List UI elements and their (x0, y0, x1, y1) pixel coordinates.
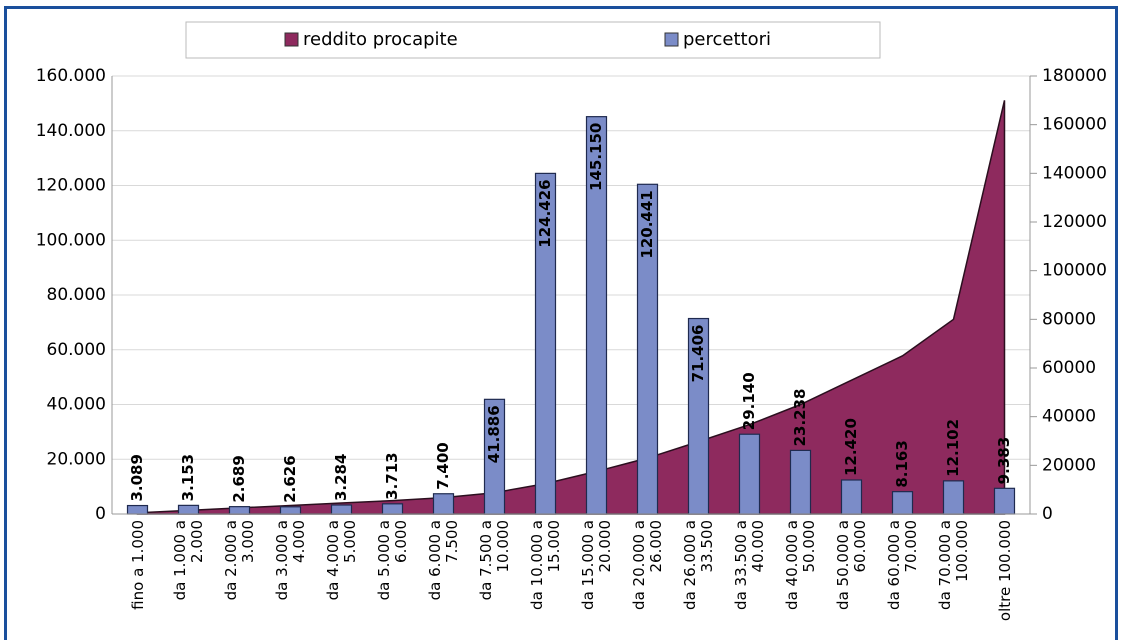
y-tick-label: 60.000 (47, 340, 106, 360)
bar (840, 479, 863, 515)
bar (330, 504, 353, 515)
bar (432, 493, 455, 515)
legend-label: reddito procapite (303, 29, 458, 50)
y-tick-label: 80.000 (47, 285, 106, 305)
x-tick-label: da 26.000 a 33.500 (680, 520, 716, 610)
bar (381, 503, 404, 515)
y2-tick-label: 120000 (1042, 212, 1107, 232)
value-label: 3.713 (383, 452, 401, 499)
x-tick-label: da 7.500 a 10.000 (476, 520, 512, 601)
value-label: 23.238 (791, 388, 809, 446)
bar (738, 433, 761, 515)
y-tick-label: 20.000 (47, 449, 106, 469)
y2-tick-label: 100000 (1042, 261, 1107, 281)
x-tick-label: da 33.500 a 40.000 (731, 520, 767, 610)
x-tick-label: oltre 100.000 (995, 520, 1013, 622)
value-label: 2.626 (281, 455, 299, 502)
value-label: 7.400 (434, 442, 452, 489)
y2-tick-label: 160000 (1042, 115, 1107, 135)
bar (126, 504, 149, 515)
x-tick-label: da 15.000 a 20.000 (578, 520, 614, 610)
bar (891, 491, 914, 515)
x-tick-label: da 4.000 a 5.000 (323, 520, 359, 601)
y2-tick-label: 60000 (1042, 358, 1096, 378)
value-label: 120.441 (638, 190, 656, 258)
value-label: 12.420 (842, 418, 860, 476)
bar (279, 506, 302, 515)
y-tick-label: 140.000 (36, 121, 106, 141)
x-tick-label: da 40.000 a 50.000 (782, 520, 818, 610)
y2-tick-label: 40000 (1042, 407, 1096, 427)
x-tick-label: da 3.000 a 4.000 (272, 520, 308, 601)
y2-tick-label: 140000 (1042, 163, 1107, 183)
value-label: 124.426 (536, 179, 554, 247)
y-tick-label: 160.000 (36, 66, 106, 86)
legend-box (185, 21, 881, 59)
value-label: 29.140 (740, 372, 758, 430)
value-label: 3.153 (179, 454, 197, 501)
frame (4, 6, 1118, 640)
area (136, 100, 1006, 515)
legend-swatch (664, 32, 679, 47)
y-tick-label: 0 (95, 504, 106, 524)
value-label: 41.886 (485, 405, 503, 463)
y-tick-label: 100.000 (36, 230, 106, 250)
value-label: 145.150 (587, 123, 605, 191)
y2-tick-label: 180000 (1042, 66, 1107, 86)
value-label: 9.383 (995, 437, 1013, 484)
bar (228, 506, 251, 515)
y-tick-label: 120.000 (36, 176, 106, 196)
bar (789, 449, 812, 515)
y2-tick-label: 20000 (1042, 455, 1096, 475)
x-tick-label: fino a 1.000 (128, 520, 146, 610)
x-tick-label: da 60.000 a 70.000 (884, 520, 920, 610)
x-tick-label: da 5.000 a 6.000 (374, 520, 410, 601)
legend-swatch (284, 32, 299, 47)
x-tick-label: da 1.000 a 2.000 (170, 520, 206, 601)
value-label: 3.284 (332, 454, 350, 501)
y2-tick-label: 80000 (1042, 309, 1096, 329)
y2-tick-label: 0 (1042, 504, 1053, 524)
y-tick-label: 40.000 (47, 395, 106, 415)
value-label: 8.163 (893, 440, 911, 487)
x-tick-label: da 70.000 a 100.000 (935, 520, 971, 610)
legend-label: percettori (683, 29, 771, 50)
value-label: 2.689 (230, 455, 248, 502)
value-label: 3.089 (128, 454, 146, 501)
value-label: 12.102 (944, 419, 962, 477)
value-label: 71.406 (689, 325, 707, 383)
x-tick-label: da 2.000 a 3.000 (221, 520, 257, 601)
bar (177, 504, 200, 515)
x-tick-label: da 50.000 a 60.000 (833, 520, 869, 610)
bar (942, 480, 965, 515)
x-tick-label: da 6.000 a 7.500 (425, 520, 461, 601)
bar (993, 487, 1016, 515)
x-tick-label: da 10.000 a 15.000 (527, 520, 563, 610)
x-tick-label: da 20.000 a 26.000 (629, 520, 665, 610)
